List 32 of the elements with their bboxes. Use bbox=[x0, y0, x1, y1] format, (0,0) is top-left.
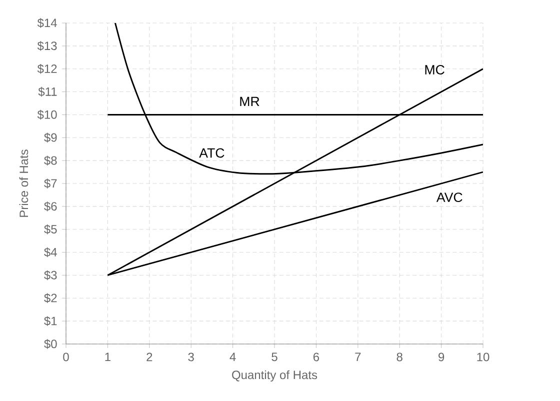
series-label: AVC bbox=[436, 192, 462, 202]
x-tick-label: 2 bbox=[146, 352, 152, 362]
y-tick-label: $14 bbox=[37, 18, 57, 28]
series-label: ATC bbox=[199, 148, 224, 158]
y-axis-title: Price of Hats bbox=[19, 150, 28, 217]
x-tick-label: 3 bbox=[188, 352, 194, 362]
y-tick-label: $8 bbox=[44, 156, 57, 166]
series-label: MC bbox=[425, 65, 444, 74]
y-tick-label: $11 bbox=[38, 86, 57, 97]
y-tick-label: $7 bbox=[44, 178, 57, 188]
x-tick-label: 1 bbox=[105, 352, 110, 361]
y-tick-label: $4 bbox=[44, 247, 57, 258]
y-tick-label: $5 bbox=[44, 224, 57, 234]
y-tick-label: $12 bbox=[37, 64, 57, 74]
y-tick-label: $2 bbox=[44, 293, 57, 304]
series-label: MR bbox=[240, 96, 260, 106]
y-tick-label: $0 bbox=[44, 339, 57, 349]
y-tick-label: $6 bbox=[44, 202, 57, 212]
x-tick-label: 8 bbox=[396, 352, 402, 362]
y-tick-label: $1 bbox=[44, 316, 57, 326]
x-tick-label: 4 bbox=[230, 352, 236, 361]
x-tick-label: 9 bbox=[438, 352, 444, 362]
y-tick-label: $13 bbox=[37, 41, 57, 51]
x-tick-label: 6 bbox=[313, 352, 320, 362]
x-axis-title: Quantity of Hats bbox=[232, 370, 318, 382]
y-tick-label: $3 bbox=[44, 270, 57, 280]
x-tick-label: 7 bbox=[355, 352, 361, 361]
x-tick-label: 10 bbox=[477, 352, 490, 362]
y-tick-label: $10 bbox=[37, 110, 57, 120]
x-tick-label: 5 bbox=[272, 352, 278, 362]
x-tick-label: 0 bbox=[63, 352, 69, 362]
y-tick-label: $9 bbox=[44, 132, 57, 143]
